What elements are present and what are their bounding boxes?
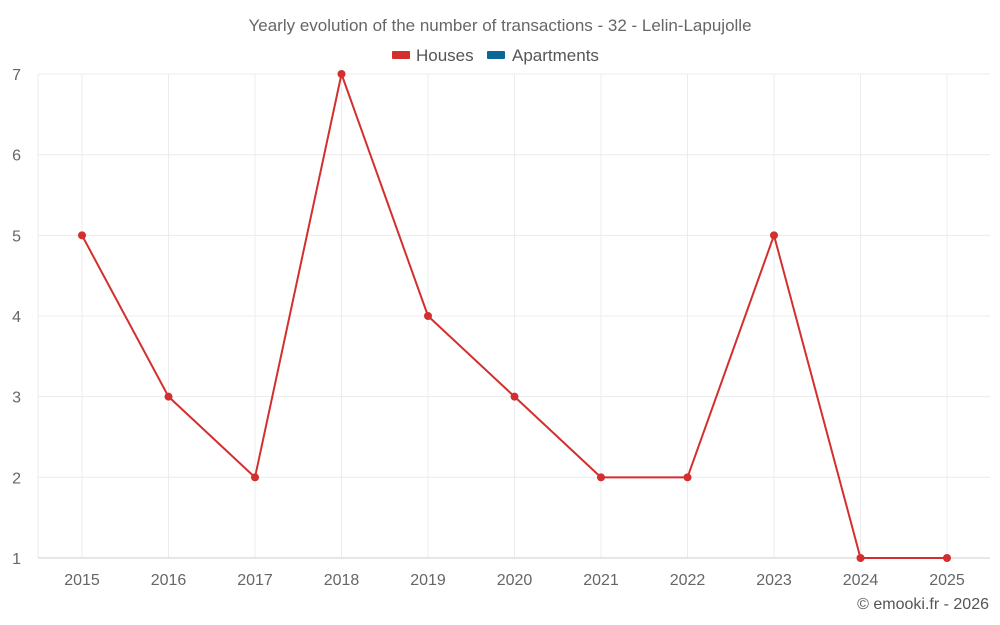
- x-tick-label: 2015: [64, 572, 100, 589]
- plot-series: [78, 70, 951, 562]
- y-tick-label: 7: [12, 67, 21, 84]
- legend-label-houses: Houses: [416, 46, 474, 65]
- chart-title: Yearly evolution of the number of transa…: [248, 16, 751, 35]
- y-tick-label: 2: [12, 470, 21, 487]
- axes: 1 2 3 4 5 6 7 2015 2016 2017 2018 2019 2020 2021 2022 2…: [12, 67, 990, 589]
- y-tick-label: 5: [12, 228, 21, 245]
- y-tick-label: 6: [12, 148, 21, 165]
- grid: [37, 73, 990, 559]
- x-tick-label: 2022: [670, 572, 706, 589]
- data-point-houses[interactable]: [337, 70, 346, 78]
- x-tick-label: 2023: [756, 572, 792, 589]
- legend-item-apartments[interactable]: Apartments: [487, 46, 599, 65]
- y-tick-label: 1: [12, 551, 21, 568]
- y-tick-label: 3: [12, 390, 21, 407]
- credit-text: © emooki.fr - 2026: [857, 596, 989, 613]
- data-point-houses[interactable]: [164, 392, 173, 401]
- y-tick-label: 4: [12, 309, 21, 326]
- x-tick-label: 2024: [843, 572, 879, 589]
- legend-swatch-apartments: [487, 51, 505, 59]
- x-tick-label: 2021: [583, 572, 619, 589]
- data-point-houses[interactable]: [770, 231, 778, 240]
- data-point-houses[interactable]: [597, 473, 605, 482]
- legend-item-houses[interactable]: Houses: [392, 46, 474, 65]
- x-tick-label: 2016: [151, 572, 187, 589]
- data-point-houses[interactable]: [510, 392, 519, 401]
- x-tick-label: 2020: [497, 572, 533, 589]
- data-point-houses[interactable]: [78, 231, 86, 240]
- data-point-houses[interactable]: [424, 312, 432, 320]
- x-tick-label: 2019: [410, 572, 446, 589]
- x-tick-label: 2017: [237, 572, 273, 589]
- x-tick-label: 2025: [929, 572, 965, 589]
- data-point-houses[interactable]: [943, 554, 951, 562]
- x-tick-label: 2018: [324, 572, 360, 589]
- data-point-houses[interactable]: [251, 473, 259, 482]
- data-point-houses[interactable]: [856, 554, 865, 562]
- legend: Houses Apartments: [392, 46, 599, 65]
- legend-swatch-houses: [392, 51, 410, 59]
- legend-label-apartments: Apartments: [512, 46, 599, 65]
- data-point-houses[interactable]: [683, 473, 692, 482]
